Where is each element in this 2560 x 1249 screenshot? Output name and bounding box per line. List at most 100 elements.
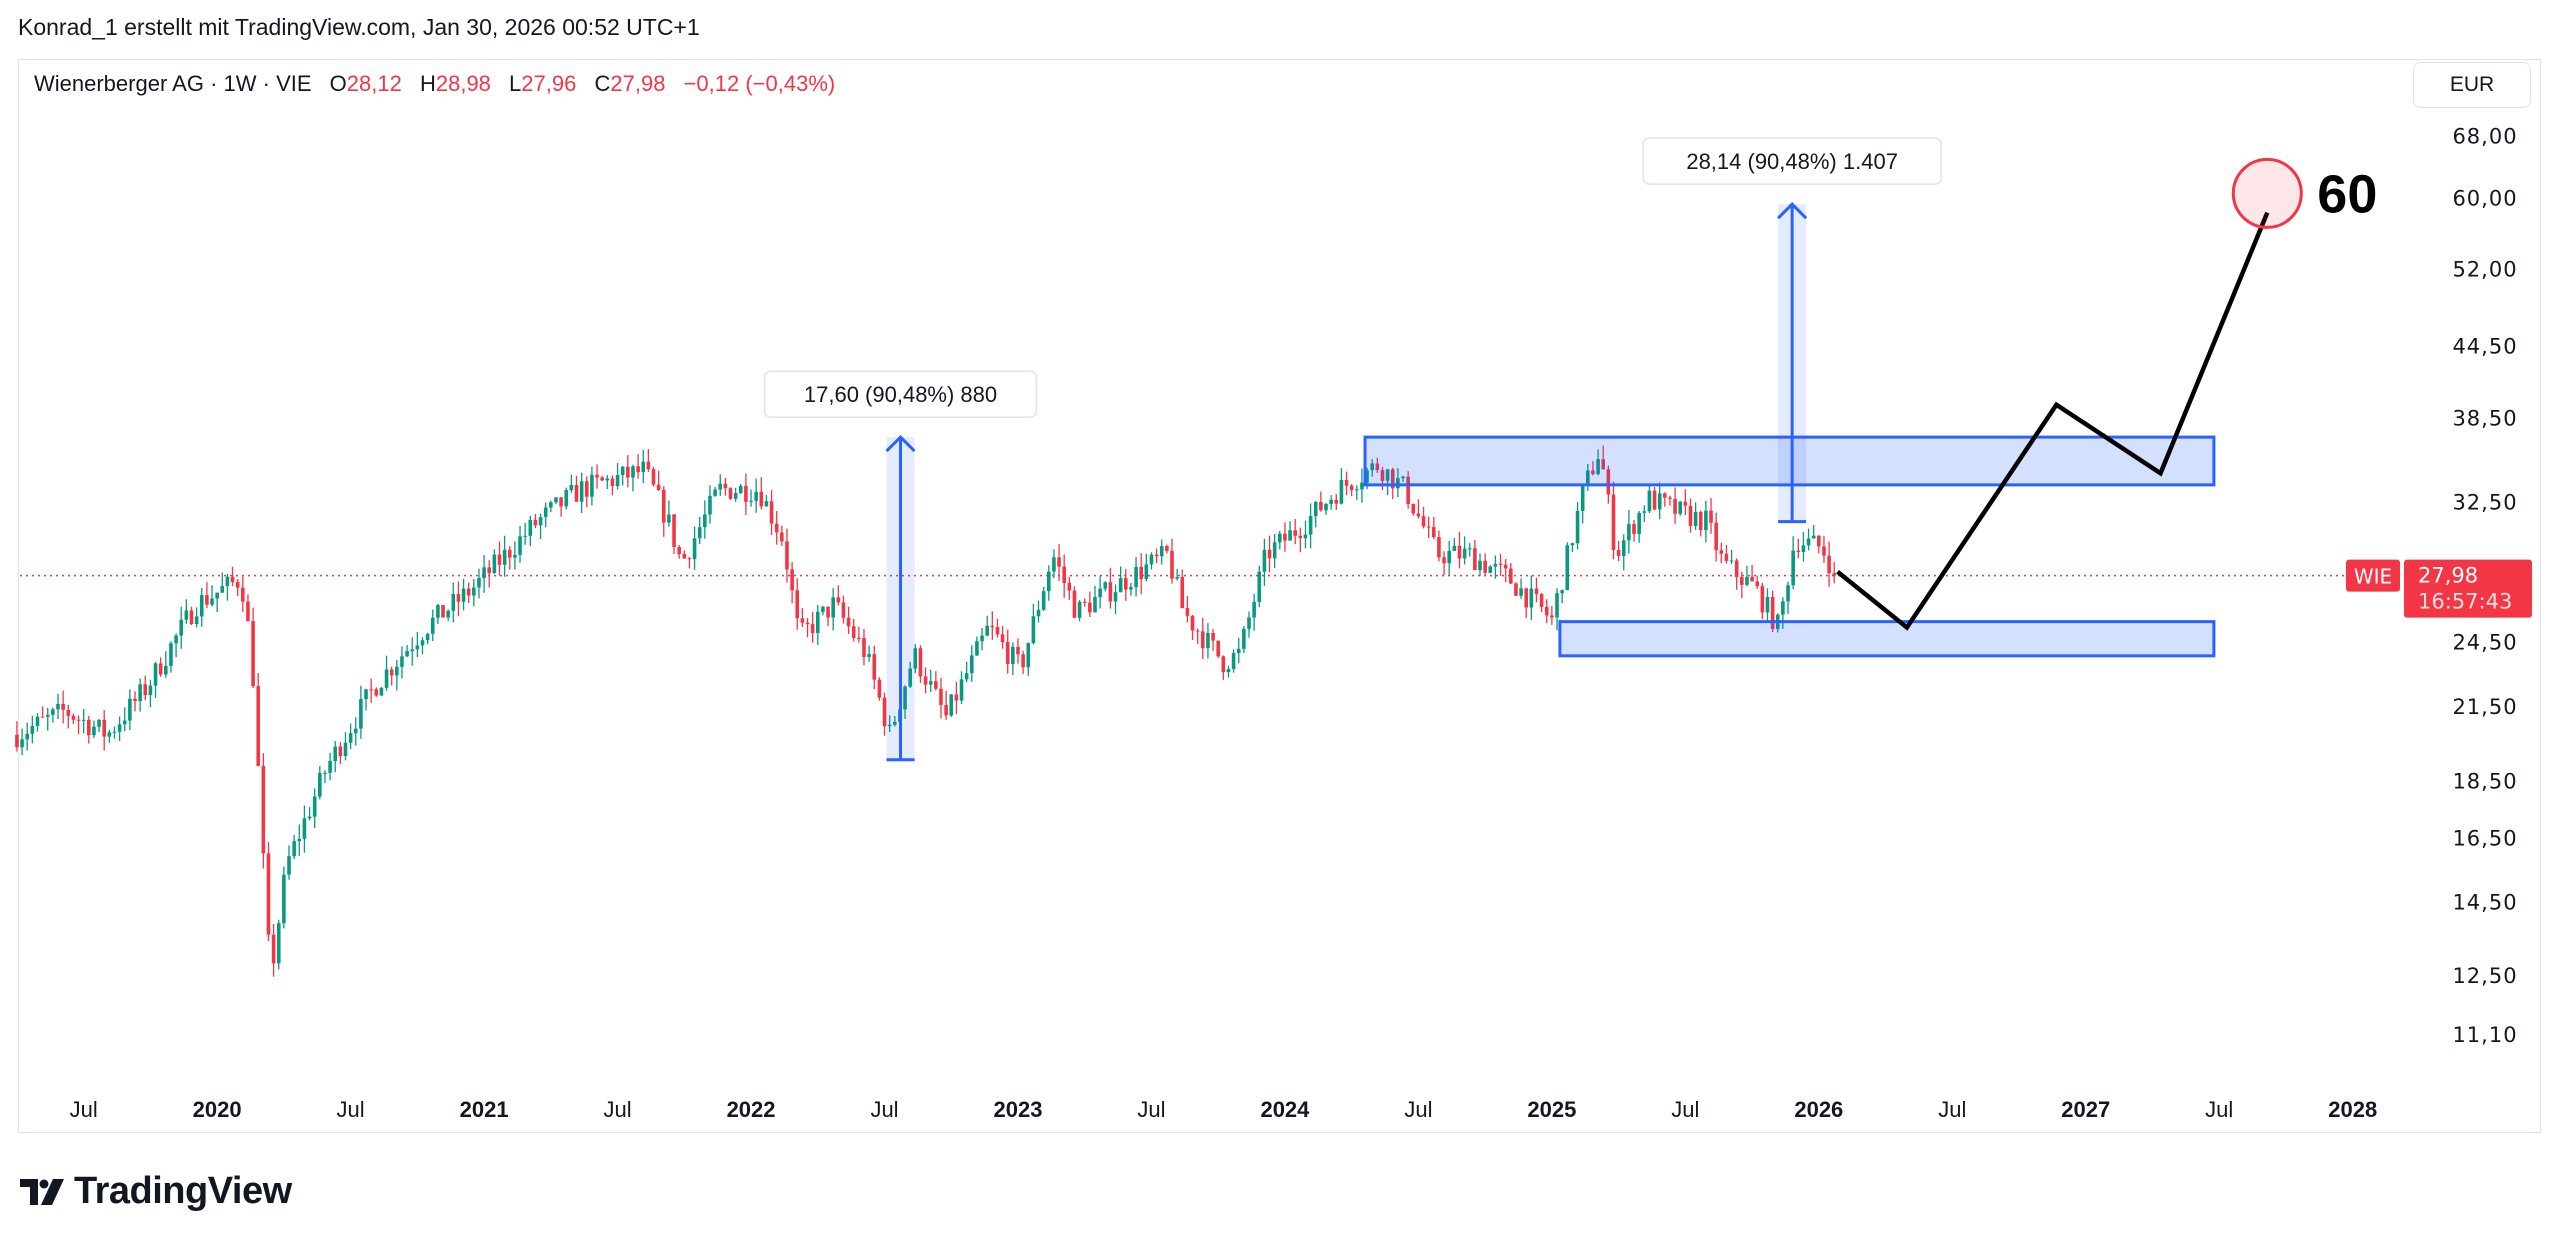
candle-body bbox=[1283, 533, 1287, 541]
candle-body bbox=[1005, 642, 1010, 664]
candle-body bbox=[1765, 596, 1770, 613]
candle-body bbox=[1678, 501, 1683, 514]
candle-body bbox=[456, 594, 461, 602]
candle-body bbox=[1390, 469, 1395, 489]
candle-body bbox=[405, 651, 409, 657]
candle-body bbox=[1462, 548, 1467, 559]
candle-body bbox=[892, 721, 897, 725]
logo-text: TradingView bbox=[74, 1170, 292, 1212]
candle-body bbox=[1478, 560, 1482, 571]
candle-body bbox=[1221, 656, 1226, 673]
candle-body bbox=[1601, 459, 1606, 470]
candle-body bbox=[1011, 646, 1015, 664]
candle-body bbox=[661, 490, 666, 523]
candle-body bbox=[1560, 590, 1564, 594]
candle-body bbox=[338, 746, 343, 757]
change-value: −0,12 (−0,43%) bbox=[683, 71, 836, 96]
candle-body bbox=[261, 765, 266, 854]
candle-body bbox=[271, 934, 276, 964]
ticker-tag bbox=[2346, 559, 2400, 592]
candle-body bbox=[1791, 550, 1795, 586]
candle-body bbox=[220, 586, 225, 593]
x-tick-label: 2021 bbox=[460, 1097, 509, 1122]
candle-body bbox=[1663, 493, 1667, 498]
candle-body bbox=[343, 742, 348, 757]
candle-body bbox=[446, 610, 450, 618]
chart-frame bbox=[18, 59, 2541, 1133]
candle-body bbox=[1734, 560, 1739, 577]
y-tick-label: 52,00 bbox=[2452, 257, 2517, 281]
candle-body bbox=[292, 841, 296, 857]
candle-body bbox=[1591, 470, 1595, 475]
candle-body bbox=[1308, 516, 1313, 535]
candle-body bbox=[1498, 563, 1503, 565]
candle-body bbox=[1616, 549, 1621, 556]
candle-body bbox=[66, 709, 71, 716]
candle-body bbox=[359, 699, 363, 729]
candle-body bbox=[395, 666, 399, 676]
candle-body bbox=[153, 663, 158, 686]
candle-body bbox=[1570, 543, 1575, 546]
candle-body bbox=[759, 491, 764, 507]
currency-button[interactable]: EUR bbox=[2413, 62, 2531, 108]
candle-body bbox=[307, 816, 312, 819]
candle-body bbox=[1149, 554, 1154, 565]
drawings-layer: 17,60 (90,48%) 880 28,14 (90,48%) 1.407 60 bbox=[763, 137, 2377, 762]
candle-body bbox=[1093, 596, 1097, 613]
candle-body bbox=[1216, 640, 1220, 657]
candle-body bbox=[718, 483, 723, 490]
measure-2025-label-box bbox=[1642, 137, 1942, 185]
candle-body bbox=[1175, 576, 1179, 579]
candle-body bbox=[1575, 510, 1580, 544]
candle-body bbox=[1555, 593, 1559, 618]
target-label: 60 bbox=[2317, 164, 2377, 224]
candle-body bbox=[964, 673, 969, 680]
candle-body bbox=[703, 514, 707, 528]
candle-body bbox=[1519, 588, 1523, 596]
y-tick-label: 60,00 bbox=[2452, 186, 2517, 210]
projection-path bbox=[1836, 211, 2270, 631]
candle-body bbox=[723, 483, 728, 489]
candle-body bbox=[1596, 459, 1600, 475]
candle-body bbox=[1242, 628, 1246, 649]
candle-body bbox=[323, 772, 327, 774]
candle-body bbox=[790, 569, 794, 591]
candle-body bbox=[1760, 586, 1765, 613]
candle-body bbox=[71, 715, 76, 720]
candle-body bbox=[1303, 534, 1308, 539]
candle-body bbox=[764, 501, 769, 507]
candle-body bbox=[821, 606, 825, 612]
candle-body bbox=[1123, 578, 1128, 590]
candle-body bbox=[692, 538, 697, 560]
candle-body bbox=[1401, 476, 1405, 479]
candle-body bbox=[122, 720, 127, 725]
candle-body bbox=[1370, 463, 1375, 471]
candle-body bbox=[667, 514, 671, 523]
tradingview-logo[interactable]: TradingView bbox=[20, 1170, 292, 1213]
y-tick-label: 32,50 bbox=[2452, 490, 2517, 514]
candle-body bbox=[1411, 503, 1416, 514]
candle-body bbox=[225, 576, 230, 587]
candle-body bbox=[1621, 540, 1626, 556]
candle-body bbox=[251, 621, 255, 687]
open-value: 28,12 bbox=[346, 71, 402, 96]
candle-body bbox=[1503, 564, 1508, 569]
candle-body bbox=[708, 495, 712, 515]
candle-body bbox=[1432, 527, 1436, 538]
candle-body bbox=[1329, 499, 1333, 504]
candle-body bbox=[733, 492, 738, 499]
candle-body bbox=[348, 733, 353, 743]
candle-body bbox=[430, 617, 435, 634]
candle-body bbox=[1195, 630, 1200, 632]
candle-body bbox=[939, 688, 943, 705]
x-tick-label: Jul bbox=[70, 1097, 98, 1122]
candle-body bbox=[102, 719, 107, 737]
candle-body bbox=[1365, 470, 1369, 483]
candle-body bbox=[1278, 533, 1282, 543]
candle-body bbox=[800, 618, 805, 623]
candle-body bbox=[1288, 530, 1292, 541]
candle-body bbox=[1806, 538, 1811, 546]
candle-body bbox=[451, 594, 456, 611]
candle-body bbox=[749, 500, 753, 502]
